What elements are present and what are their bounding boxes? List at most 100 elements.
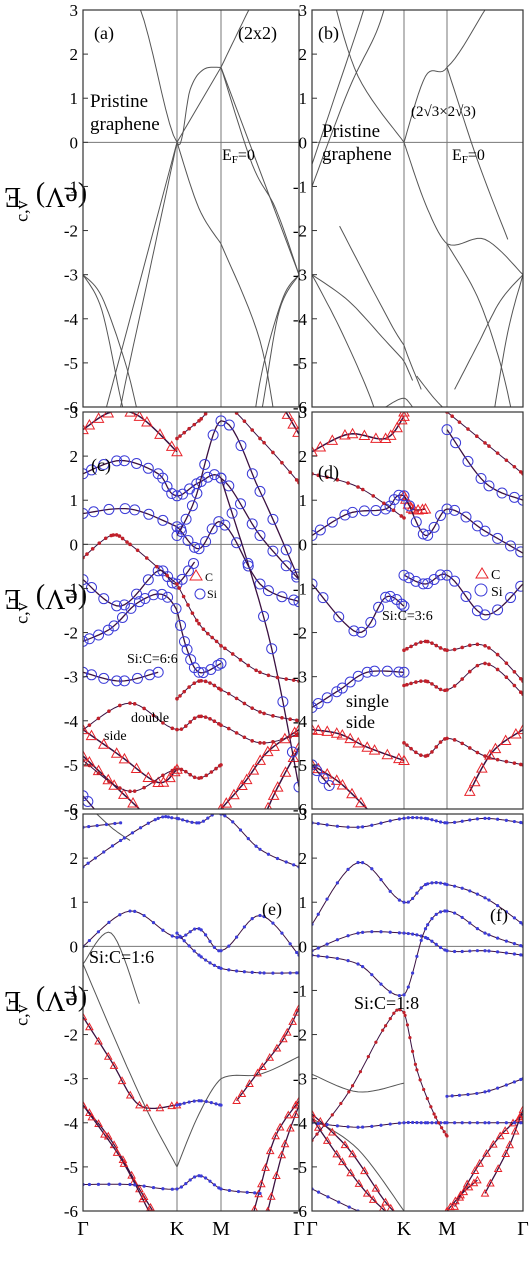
panel-a: 3 2 1 0 -1 -2 -3 -4 -5 -6 (a) (2x2) Pristinegraphene… [64, 1, 300, 417]
c-marker [253, 1068, 262, 1077]
band-dot [153, 818, 157, 822]
band-dot [223, 814, 227, 818]
band-dot [405, 1023, 410, 1027]
si-marker [223, 419, 235, 431]
band-dot [495, 936, 500, 940]
si-marker [317, 592, 329, 604]
band-dot [402, 1010, 406, 1015]
si-marker [88, 506, 100, 518]
band-line [176, 412, 299, 483]
c-marker [381, 1197, 390, 1206]
c-marker [167, 1101, 177, 1110]
panel-label: (c) [91, 455, 111, 476]
c-marker [287, 418, 299, 429]
band-dot [397, 817, 401, 821]
band-dot [346, 825, 350, 829]
y-tick-label: -1 [293, 981, 307, 1000]
band-dot [236, 1189, 241, 1194]
band-dot [398, 1008, 402, 1012]
y-tick-label: -4 [293, 1114, 308, 1133]
band-dot [175, 727, 179, 732]
band-dot [504, 1121, 508, 1125]
band-dot [430, 881, 434, 885]
c-marker [232, 1096, 241, 1105]
si-marker [193, 543, 205, 555]
c-marker [327, 1127, 337, 1136]
si-marker [505, 540, 517, 552]
band-dot [151, 713, 156, 718]
band-dot [133, 909, 137, 913]
band-dot [402, 648, 406, 652]
c-marker [398, 754, 410, 765]
si-marker [242, 557, 254, 569]
band-dot [438, 740, 443, 744]
band-dot [253, 1191, 257, 1195]
band-dot [219, 688, 223, 692]
c-marker [85, 729, 98, 741]
band-line [83, 274, 124, 407]
c-marker [464, 1182, 474, 1191]
si-marker [108, 620, 120, 632]
band-dot [107, 709, 111, 713]
band-dot [125, 540, 129, 544]
x-tick-label: M [212, 1218, 230, 1240]
y-tick-label: -1 [293, 579, 307, 598]
band-line [446, 243, 512, 407]
band-dot [402, 683, 406, 688]
si-marker [403, 572, 415, 584]
c-marker [371, 1183, 381, 1192]
c-marker [293, 741, 299, 752]
band-dot [192, 775, 197, 780]
y-tick-label: -2 [64, 624, 78, 643]
y-tick-label: 2 [299, 45, 308, 64]
c-marker [164, 771, 176, 783]
c-marker [154, 428, 166, 439]
band-dot [356, 962, 360, 966]
c-marker [332, 1149, 342, 1158]
band-dot [288, 470, 292, 475]
si-marker [396, 598, 408, 610]
y-tick-label: 2 [70, 45, 79, 64]
si-marker [293, 781, 299, 793]
annotation-label: Si:C=1:8 [354, 993, 419, 1013]
y-tick-label: 2 [70, 849, 79, 868]
band-dot [170, 1187, 174, 1191]
c-marker [484, 749, 496, 760]
band-dot [460, 819, 464, 823]
si-marker [111, 675, 123, 687]
si-marker [111, 455, 123, 467]
band-dot [184, 933, 188, 937]
band-line [176, 420, 299, 580]
band-dot [165, 573, 169, 578]
c-marker [141, 416, 153, 427]
band-dot [468, 889, 472, 893]
band-dot [474, 434, 479, 439]
band-line [454, 1113, 523, 1207]
band-line [176, 680, 299, 722]
band-dot [203, 715, 208, 719]
band-dot [316, 954, 320, 958]
band-dot [288, 717, 292, 721]
band-dot [87, 938, 91, 943]
band-dot [325, 897, 329, 901]
c-marker [83, 1012, 88, 1021]
band-dot [161, 928, 165, 932]
band-dot [175, 767, 179, 772]
band-dot [170, 816, 174, 820]
band-dot [356, 485, 360, 489]
band-dot [402, 900, 406, 904]
band-dot [402, 1121, 406, 1125]
band-line [83, 671, 159, 682]
band-line [446, 67, 509, 240]
band-dot [415, 816, 419, 820]
band-dot [195, 821, 199, 825]
band-dot [453, 911, 457, 915]
si-marker [131, 457, 143, 469]
c-marker [171, 445, 183, 457]
c-marker [313, 1122, 323, 1131]
y-tick-label: -4 [293, 712, 308, 731]
band-dot [370, 930, 374, 934]
c-marker [340, 1140, 350, 1149]
c-marker [358, 429, 371, 441]
band-dot [487, 662, 491, 667]
